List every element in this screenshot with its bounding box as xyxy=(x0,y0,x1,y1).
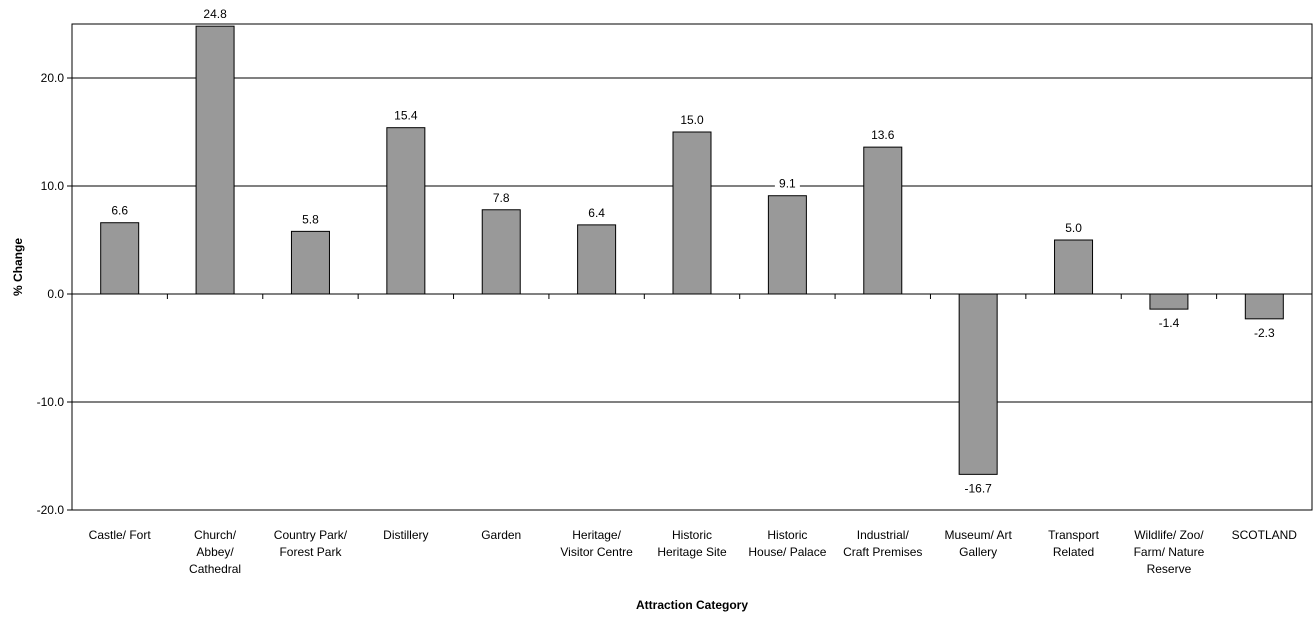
data-label-bg xyxy=(774,175,800,191)
x-tick-label: SCOTLAND xyxy=(1232,528,1298,542)
bar xyxy=(1244,293,1284,320)
data-label-bg xyxy=(676,112,708,127)
bar xyxy=(290,230,330,295)
data-label: -16.7 xyxy=(964,481,992,495)
bar xyxy=(100,222,140,295)
data-label: 13.6 xyxy=(871,128,895,142)
data-label: -1.4 xyxy=(1159,316,1180,330)
bar xyxy=(672,131,712,295)
x-tick-label: Distillery xyxy=(383,528,428,542)
x-tick-label: Castle/ Fort xyxy=(89,528,152,542)
bar xyxy=(481,209,521,295)
data-label-bg xyxy=(1152,315,1185,331)
x-tick-label: Garden xyxy=(481,528,521,542)
x-tick-label: Transport Related xyxy=(1048,528,1100,559)
x-tick-label: Heritage/Visitor Centre xyxy=(560,528,633,559)
bar xyxy=(863,146,903,295)
data-label-bg xyxy=(488,189,514,205)
data-label: 7.8 xyxy=(493,191,510,205)
data-label-bg xyxy=(1061,220,1087,235)
x-axis-title: Attraction Category xyxy=(636,598,748,612)
bar xyxy=(767,195,807,295)
data-label: 5.8 xyxy=(302,212,319,226)
data-label-bg xyxy=(584,204,610,220)
data-label: 6.6 xyxy=(111,204,128,218)
y-tick-label: 10.0 xyxy=(41,179,65,193)
data-label: 6.4 xyxy=(588,206,605,220)
data-label-bg xyxy=(297,211,323,227)
y-tick-label: 20.0 xyxy=(41,71,65,85)
data-label: 15.4 xyxy=(394,109,418,123)
x-tick-label: Historic House/ Palace xyxy=(748,528,826,559)
y-tick-label: -20.0 xyxy=(37,503,65,517)
x-tick-label: Museum/ Art Gallery xyxy=(944,528,1012,559)
bar xyxy=(386,127,426,295)
data-label: 5.0 xyxy=(1065,221,1082,235)
data-label-bg xyxy=(199,6,232,22)
bar xyxy=(1149,293,1189,310)
y-tick-label: -10.0 xyxy=(37,395,65,409)
x-tick-label: Wildlife/ Zoo/Farm/ Nature Reserve xyxy=(1134,528,1205,576)
data-label: 24.8 xyxy=(203,7,227,21)
bar xyxy=(577,224,617,295)
data-label: 15.0 xyxy=(680,113,704,127)
bar xyxy=(195,25,235,295)
x-tick-label: Historic Heritage Site xyxy=(657,528,727,559)
data-label-bg xyxy=(389,107,422,123)
data-label: 9.1 xyxy=(779,177,796,191)
x-tick-label: Country Park/Forest Park xyxy=(274,528,348,559)
data-label-bg xyxy=(866,127,899,143)
bar xyxy=(1054,239,1094,295)
bar xyxy=(958,293,998,475)
data-label-bg xyxy=(1248,324,1281,340)
data-label-bg xyxy=(958,480,998,496)
y-tick-label: 0.0 xyxy=(47,287,64,301)
x-tick-label: Church/Abbey/Cathedral xyxy=(189,528,241,576)
y-axis-title: % Change xyxy=(11,238,25,296)
data-label-bg xyxy=(107,202,133,218)
data-label: -2.3 xyxy=(1254,326,1275,340)
x-tick-label: Industrial/Craft Premises xyxy=(843,528,922,559)
